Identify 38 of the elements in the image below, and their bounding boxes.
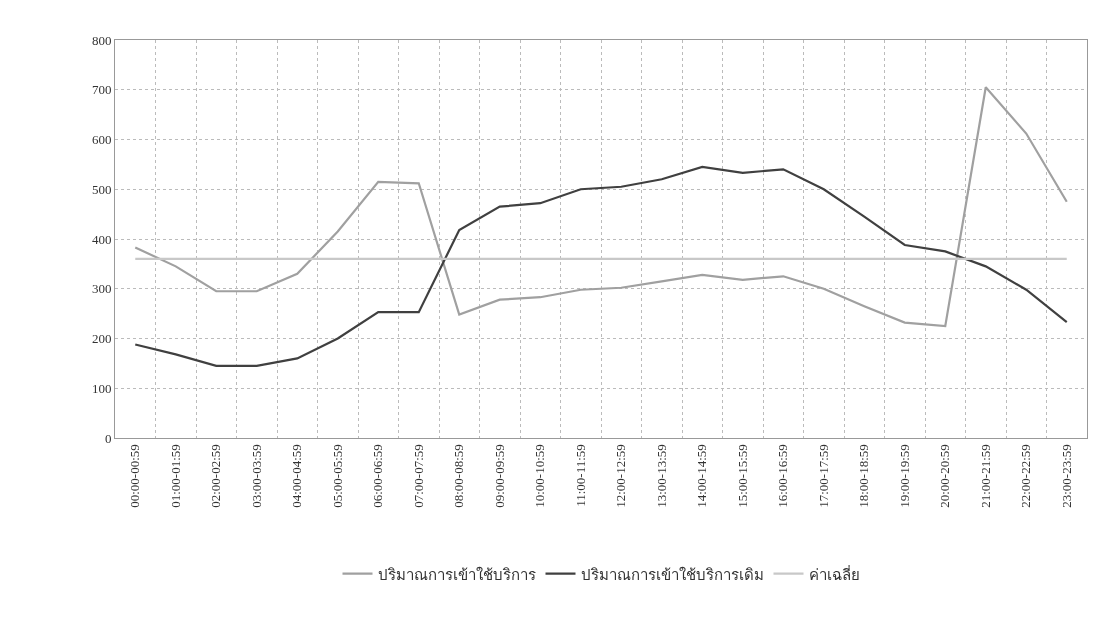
legend-label: ปริมาณการเข้าใช้บริการ — [377, 565, 536, 583]
x-tick-label: 13:00-13:59 — [653, 444, 669, 508]
x-tick-label: 15:00-15:59 — [734, 444, 750, 508]
x-tick-label: 10:00-10:59 — [532, 444, 548, 508]
x-tick-label: 05:00-05:59 — [329, 444, 345, 508]
x-tick-label: 21:00-21:59 — [977, 444, 993, 508]
legend-label: ค่าเฉลี่ย — [808, 563, 860, 583]
x-tick-label: 04:00-04:59 — [289, 444, 305, 508]
x-tick-label: 18:00-18:59 — [856, 444, 872, 508]
x-tick-label: 23:00-23:59 — [1058, 444, 1074, 508]
x-tick-label: 20:00-20:59 — [937, 444, 953, 508]
x-tick-label: 17:00-17:59 — [815, 444, 831, 508]
x-tick-label: 01:00-01:59 — [167, 444, 183, 508]
line-series — [134, 86, 1068, 328]
x-tick-label: 12:00-12:59 — [613, 444, 629, 508]
x-tick-label: 16:00-16:59 — [775, 444, 791, 508]
y-tick-label: 100 — [91, 380, 112, 396]
y-tick-label: 200 — [91, 331, 112, 347]
line-series — [134, 165, 1068, 367]
x-tick-label: 09:00-09:59 — [491, 444, 507, 508]
y-tick-label: 600 — [91, 132, 112, 148]
y-tick-label: 700 — [91, 82, 112, 98]
x-tick-label: 02:00-02:59 — [208, 444, 224, 508]
y-tick-label: 500 — [91, 181, 112, 197]
x-tick-label: 00:00-00:59 — [127, 444, 143, 508]
y-tick-label: 800 — [91, 32, 112, 48]
y-tick-label: 300 — [91, 281, 112, 297]
x-tick-label: 11:00-11:59 — [572, 444, 588, 507]
x-tick-label: 14:00-14:59 — [694, 444, 710, 508]
x-tick-label: 03:00-03:59 — [248, 444, 264, 508]
y-tick-label: 0 — [104, 430, 112, 446]
x-tick-label: 22:00-22:59 — [1018, 444, 1034, 508]
x-tick-label: 08:00-08:59 — [451, 444, 467, 508]
legend-label: ปริมาณการเข้าใช้บริการเดิม — [580, 565, 764, 583]
x-tick-label: 19:00-19:59 — [896, 444, 912, 508]
x-tick-label: 07:00-07:59 — [410, 444, 426, 508]
y-tick-label: 400 — [91, 231, 112, 247]
x-tick-label: 06:00-06:59 — [370, 444, 386, 508]
